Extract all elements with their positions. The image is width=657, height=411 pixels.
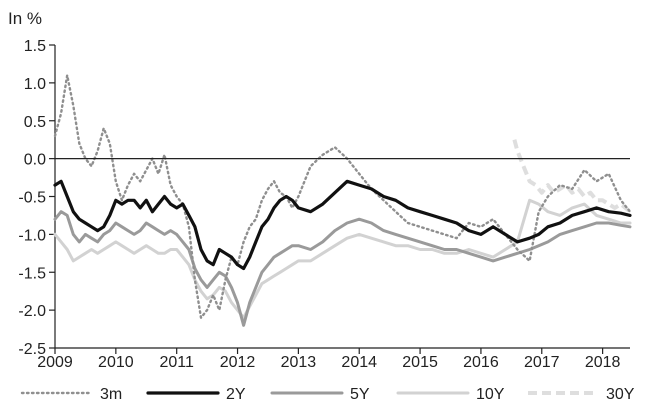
x-tick-label: 2010 <box>98 354 134 371</box>
x-tick-label: 2016 <box>463 354 499 371</box>
y-tick-label: -2.5 <box>18 341 46 358</box>
legend-label-10y: 10Y <box>476 386 505 403</box>
legend-label-5y: 5Y <box>350 386 370 403</box>
legend-label-30y: 30Y <box>606 386 635 403</box>
x-axis: 2009 2010 2011 2012 2013 2014 2015 2016 2017 2018 <box>37 347 630 371</box>
y-axis-unit-label: In % <box>8 9 42 28</box>
y-axis: 1.5 1.0 0.5 0.0 -0.5 -1.0 -1.5 -2.0 -2.5 <box>18 38 56 358</box>
y-tick-label: -2.0 <box>18 303 46 320</box>
series-line-5y <box>53 210 632 327</box>
legend-label-2y: 2Y <box>226 386 246 403</box>
series-line-3m <box>53 74 632 319</box>
legend-label-3m: 3m <box>100 386 122 403</box>
y-tick-label: 0.0 <box>24 152 46 169</box>
x-tick-label: 2014 <box>341 354 377 371</box>
x-tick-label: 2013 <box>281 354 317 371</box>
y-tick-label: 1.5 <box>24 38 46 55</box>
x-tick-label: 2011 <box>159 354 194 371</box>
x-tick-label: 2017 <box>524 354 560 371</box>
y-tick-label: -1.0 <box>18 227 46 244</box>
x-tick-label: 2018 <box>585 354 621 371</box>
y-tick-label: -0.5 <box>18 190 46 207</box>
y-tick-label: -1.5 <box>18 265 46 282</box>
y-tick-label: 0.5 <box>24 114 46 131</box>
series-layer <box>53 74 632 327</box>
series-line-30y <box>512 139 632 214</box>
series-line-10y <box>53 198 632 320</box>
x-tick-label: 2015 <box>402 354 438 371</box>
x-tick-label: 2012 <box>220 354 256 371</box>
y-tick-label: 1.0 <box>24 76 46 93</box>
series-line-2y <box>53 179 632 271</box>
legend: 3m 2Y 5Y 10Y 30Y <box>20 386 635 403</box>
x-tick-label: 2009 <box>37 354 73 371</box>
